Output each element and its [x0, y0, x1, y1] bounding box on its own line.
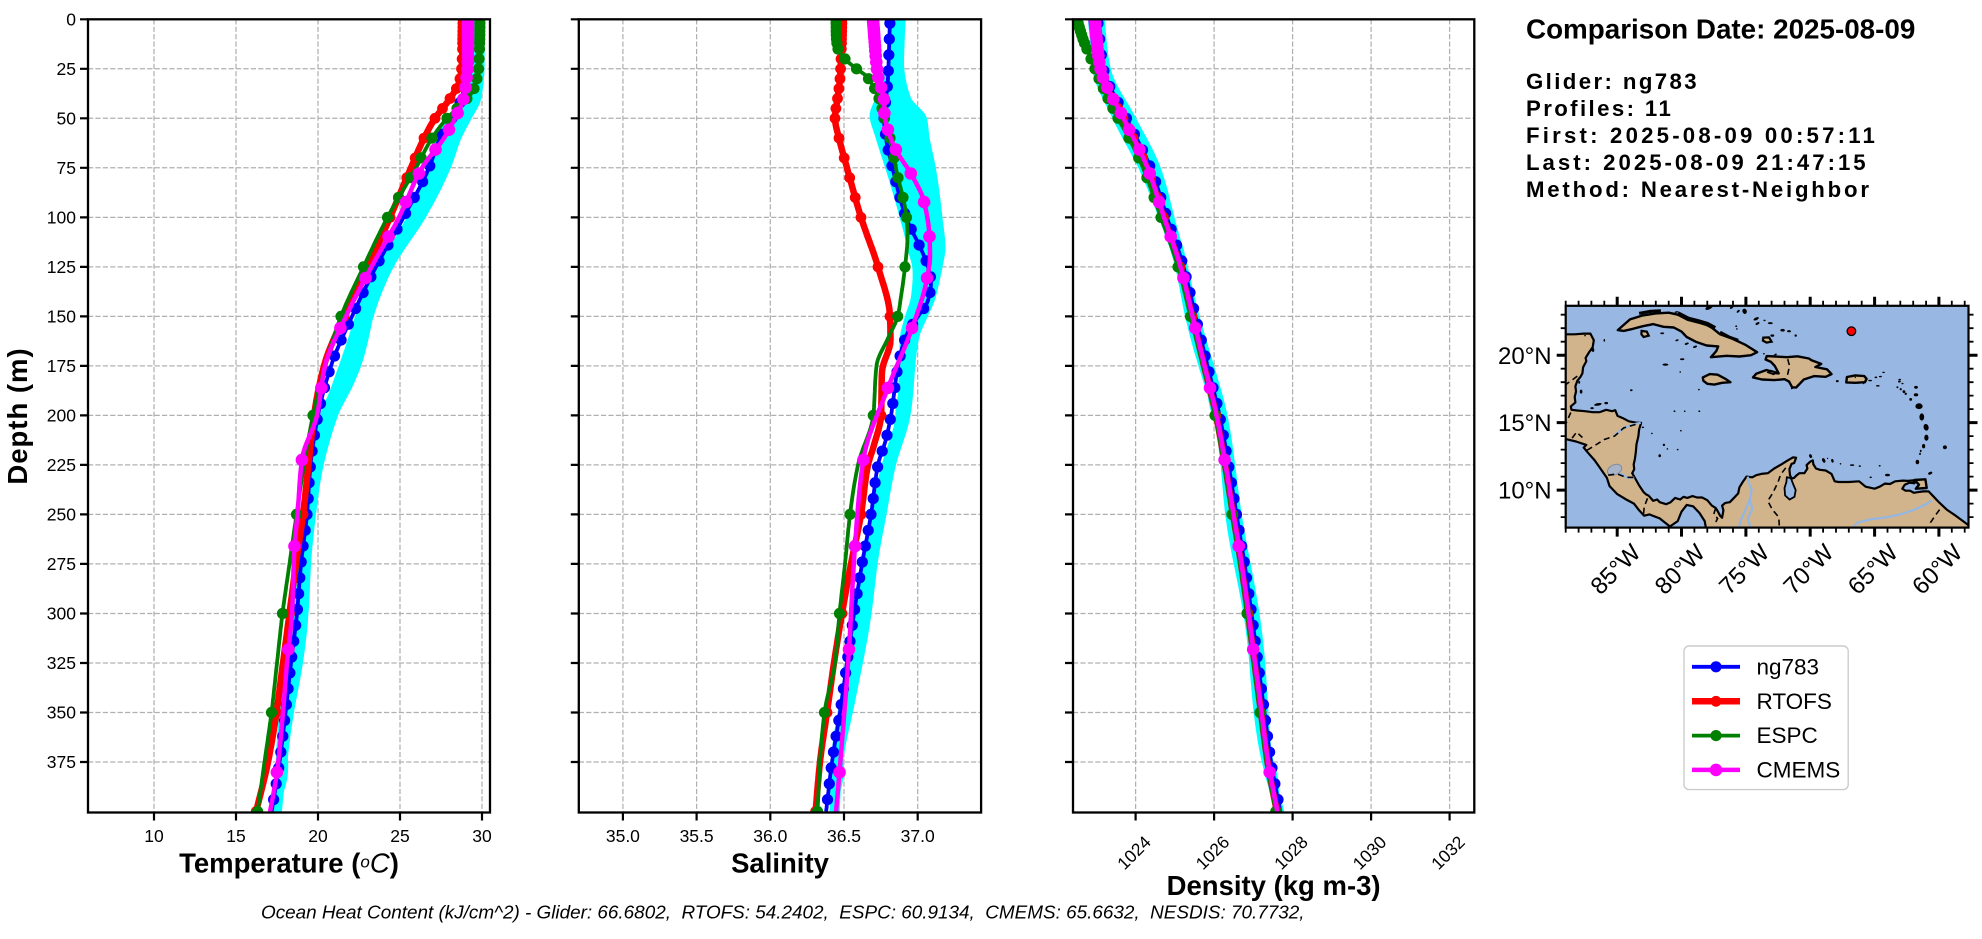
svg-text:15°N: 15°N — [1498, 410, 1552, 437]
svg-text:25: 25 — [390, 826, 409, 846]
svg-text:175: 175 — [47, 356, 76, 376]
svg-text:10: 10 — [144, 826, 164, 846]
svg-text:30: 30 — [472, 826, 492, 846]
svg-text:100: 100 — [47, 208, 76, 228]
svg-text:RTOFS: RTOFS — [1757, 689, 1832, 714]
svg-text:Last: 2025-08-09 21:47:15: Last: 2025-08-09 21:47:15 — [1526, 150, 1869, 175]
svg-text:225: 225 — [47, 455, 76, 475]
svg-text:Density (kg m-3): Density (kg m-3) — [1167, 870, 1381, 901]
svg-text:ng783: ng783 — [1757, 654, 1820, 679]
svg-text:350: 350 — [47, 703, 76, 723]
svg-text:Method: Nearest-Neighbor: Method: Nearest-Neighbor — [1526, 177, 1872, 202]
svg-text:Depth (m): Depth (m) — [2, 347, 33, 484]
svg-text:25: 25 — [57, 59, 76, 79]
svg-text:150: 150 — [47, 307, 76, 327]
svg-text:325: 325 — [47, 653, 76, 673]
svg-text:20: 20 — [308, 826, 328, 846]
svg-text:125: 125 — [47, 257, 76, 277]
svg-text:0: 0 — [66, 10, 76, 30]
svg-text:75: 75 — [57, 158, 76, 178]
svg-text:37.0: 37.0 — [901, 826, 935, 846]
svg-text:36.0: 36.0 — [753, 826, 787, 846]
svg-text:35.0: 35.0 — [606, 826, 640, 846]
svg-text:15: 15 — [226, 826, 245, 846]
svg-text:First: 2025-08-09 00:57:11: First: 2025-08-09 00:57:11 — [1526, 123, 1878, 148]
svg-text:20°N: 20°N — [1498, 343, 1552, 370]
svg-text:Salinity: Salinity — [731, 848, 830, 879]
svg-text:Glider: ng783: Glider: ng783 — [1526, 69, 1699, 94]
svg-text:36.5: 36.5 — [827, 826, 861, 846]
svg-text:ESPC: ESPC — [1757, 723, 1818, 748]
svg-text:300: 300 — [47, 604, 76, 624]
svg-text:35.5: 35.5 — [680, 826, 714, 846]
svg-text:10°N: 10°N — [1498, 478, 1552, 505]
svg-text:Comparison Date: 2025-08-09: Comparison Date: 2025-08-09 — [1526, 14, 1915, 45]
svg-text:250: 250 — [47, 505, 76, 525]
svg-text:Ocean Heat Content (kJ/cm^2) -: Ocean Heat Content (kJ/cm^2) - Glider: 6… — [261, 903, 1304, 924]
svg-text:50: 50 — [57, 109, 77, 129]
svg-text:275: 275 — [47, 554, 76, 574]
svg-text:200: 200 — [47, 406, 76, 426]
svg-text:375: 375 — [47, 752, 76, 772]
svg-text:CMEMS: CMEMS — [1757, 757, 1841, 782]
svg-text:Profiles: 11: Profiles: 11 — [1526, 96, 1673, 121]
